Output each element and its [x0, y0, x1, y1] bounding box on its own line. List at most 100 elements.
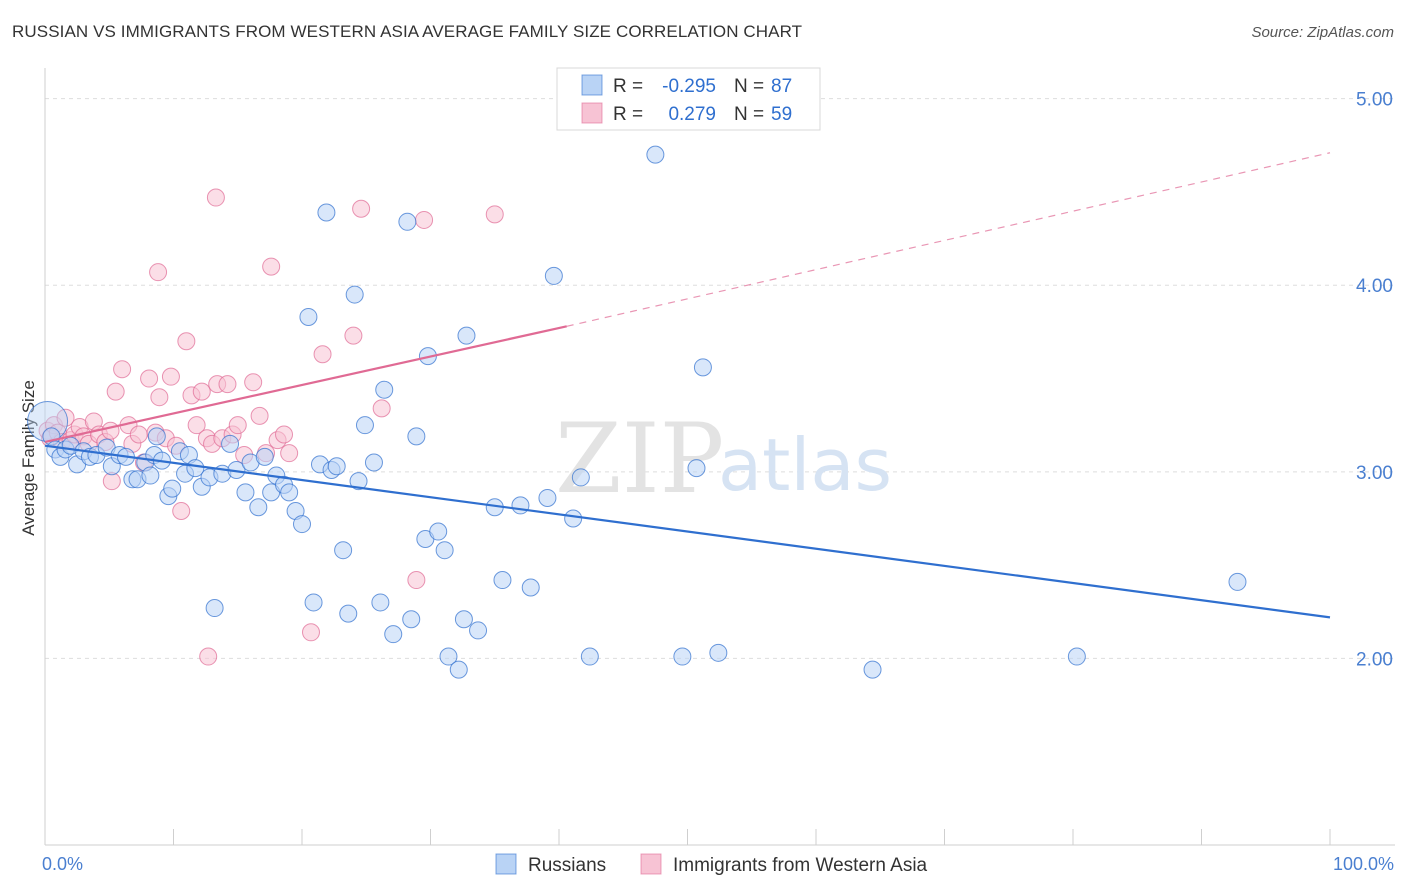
blue-point	[1228, 572, 1247, 591]
blue-point	[364, 453, 383, 472]
blue-point	[538, 488, 557, 507]
watermark: ZIP atlas	[555, 403, 892, 515]
blue-point	[571, 468, 590, 487]
blue-point	[186, 459, 205, 478]
trend-lines	[44, 152, 1331, 619]
y-tick-label: 3.00	[1356, 463, 1393, 484]
watermark-zip: ZIP	[555, 403, 724, 515]
pink-point	[275, 425, 294, 444]
blue-point	[349, 472, 368, 491]
pink-point	[106, 382, 125, 401]
pink-point	[280, 444, 299, 463]
blue-point	[429, 522, 448, 541]
blue-point	[709, 643, 728, 662]
blue-point	[693, 358, 712, 377]
pink-point	[199, 647, 218, 666]
pink-point	[206, 188, 225, 207]
blue-point	[163, 479, 182, 498]
blue-bottom-swatch	[495, 853, 517, 875]
y-axis-title: Average Family Size	[19, 380, 38, 536]
pink-point	[218, 375, 237, 394]
blue-point	[449, 660, 468, 679]
blue-point	[293, 515, 311, 534]
legend-n-value: 59	[771, 104, 792, 125]
chart-title: RUSSIAN VS IMMIGRANTS FROM WESTERN ASIA …	[12, 22, 803, 41]
x-tick-labels: 0.0% 100.0%	[42, 854, 1394, 874]
blue-point	[205, 599, 224, 618]
blue-point	[454, 610, 473, 629]
axes	[44, 68, 1395, 846]
watermark-atlas: atlas	[718, 423, 892, 507]
pink-trend-line	[44, 325, 567, 444]
pink-point	[485, 205, 504, 224]
pink-point	[313, 345, 332, 364]
blue-point	[345, 285, 364, 304]
pink-point	[262, 257, 281, 276]
bottom-legend-label: Russians	[528, 855, 606, 876]
pink-legend-swatch	[581, 102, 603, 124]
blue-point	[371, 593, 390, 612]
blue-point	[398, 212, 417, 231]
pink-point	[140, 369, 159, 388]
blue-point	[375, 380, 394, 399]
blue-point	[646, 145, 665, 164]
blue-point	[327, 457, 346, 476]
legend-r-value: 0.279	[668, 104, 716, 125]
pink-point	[56, 408, 75, 427]
blue-point	[355, 416, 374, 435]
blue-point	[334, 541, 353, 560]
pink-bottom-swatch	[640, 853, 662, 875]
legend-r-value: -0.295	[662, 76, 716, 97]
y-tick-label: 4.00	[1356, 276, 1393, 297]
y-tick-labels: 2.00 3.00 4.00 5.00	[1356, 90, 1393, 671]
blue-point	[236, 483, 255, 502]
blue-point	[1067, 647, 1086, 666]
pink-point	[149, 263, 168, 282]
blue-point	[141, 466, 160, 485]
pink-point	[244, 373, 263, 392]
blue-point	[493, 571, 512, 590]
blue-point	[511, 496, 530, 515]
blue-point	[439, 647, 458, 666]
pink-point	[372, 399, 391, 418]
blue-point	[299, 307, 318, 326]
blue-point	[339, 604, 358, 623]
y-tick-label: 2.00	[1356, 649, 1393, 670]
blue-trend-line	[44, 444, 1331, 619]
blue-point	[384, 625, 403, 644]
pink-point	[187, 416, 206, 435]
correlation-legend: R = -0.295 N = 87 R = 0.279 N = 59	[556, 67, 821, 131]
pink-point	[192, 382, 211, 401]
blue-point	[221, 434, 240, 453]
x-tick-label: 0.0%	[42, 854, 83, 874]
legend-n-label: N =	[734, 104, 764, 125]
blue-point	[544, 266, 563, 285]
legend-r-label: R =	[613, 104, 643, 125]
pink-point	[250, 406, 269, 425]
blue-point	[580, 647, 599, 666]
blue-point	[407, 427, 426, 446]
blue-point	[521, 578, 540, 597]
pink-point	[352, 199, 371, 218]
blue-legend-swatch	[581, 74, 603, 96]
pink-trend-extension	[566, 152, 1331, 327]
pink-point	[301, 623, 320, 642]
legend-n-label: N =	[734, 76, 764, 97]
pink-point	[129, 425, 148, 444]
pink-point	[407, 571, 426, 590]
blue-point	[280, 483, 299, 502]
blue-point	[863, 660, 882, 679]
source-label: Source: ZipAtlas.com	[1251, 24, 1394, 41]
series-legend: Russians Immigrants from Western Asia	[495, 853, 928, 876]
blue-point	[564, 509, 583, 528]
pink-point	[101, 421, 120, 440]
blue-point	[457, 326, 476, 345]
pink-point	[172, 502, 191, 521]
pink-point	[113, 360, 132, 379]
pink-point	[415, 210, 434, 229]
pink-point	[177, 332, 196, 351]
blue-point	[435, 541, 454, 560]
bottom-legend-label: Immigrants from Western Asia	[673, 855, 928, 876]
blue-point	[687, 459, 706, 478]
